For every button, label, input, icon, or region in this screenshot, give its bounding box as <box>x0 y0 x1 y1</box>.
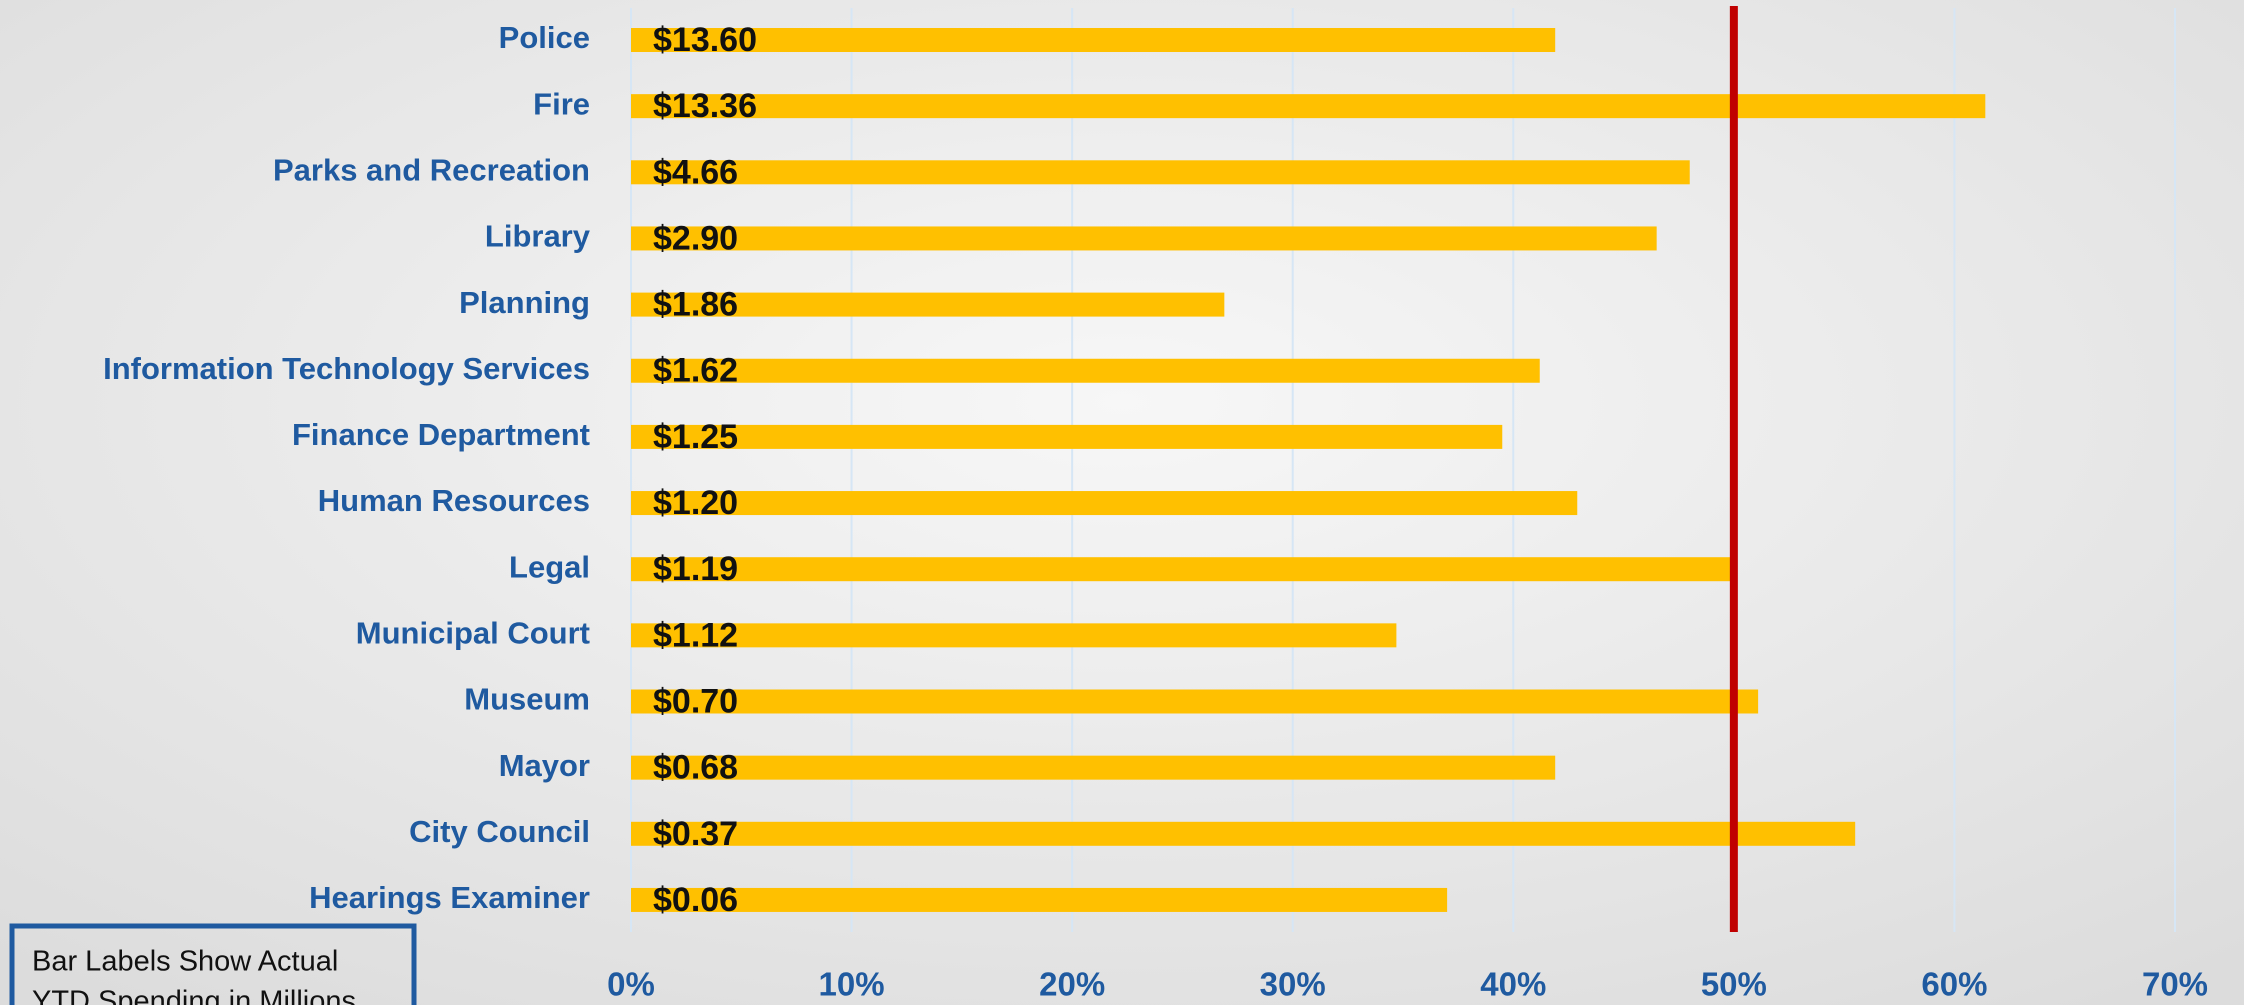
bar-label: $13.36 <box>653 87 757 125</box>
bar <box>631 226 1657 251</box>
annotation-box <box>9 923 417 1005</box>
bar-label: $13.60 <box>653 21 757 59</box>
x-tick-label: 40% <box>1480 966 1546 1003</box>
bar <box>631 689 1759 714</box>
category-label: Human Resources <box>318 483 590 518</box>
category-label: Parks and Recreation <box>273 152 590 187</box>
x-tick-label: 50% <box>1701 966 1767 1003</box>
bar-label: $0.70 <box>653 682 738 720</box>
bar-label: $4.66 <box>653 153 738 191</box>
x-tick-label: 10% <box>819 966 885 1003</box>
category-label: Mayor <box>499 748 590 783</box>
bar-label: $0.68 <box>653 749 738 787</box>
annotation-text: YTD Spending in Millions <box>32 986 356 1005</box>
bar <box>631 358 1540 383</box>
x-tick-label: 0% <box>607 966 655 1003</box>
bar <box>631 292 1225 317</box>
category-label: Planning <box>459 285 590 320</box>
bar <box>631 94 1986 119</box>
bar-label: $1.86 <box>653 286 738 324</box>
annotation-text: Bar Labels Show Actual <box>32 946 338 978</box>
category-label: Hearings Examiner <box>309 880 590 915</box>
bar-label: $0.06 <box>653 881 738 919</box>
category-label: Police <box>499 20 590 55</box>
category-label: Museum <box>464 682 590 717</box>
bar <box>631 623 1397 648</box>
x-tick-label: 70% <box>2142 966 2208 1003</box>
bar <box>631 28 1556 52</box>
bar <box>631 491 1578 516</box>
bar-label: $0.37 <box>653 815 738 853</box>
category-label: Information Technology Services <box>103 351 590 386</box>
bar-label: $1.12 <box>653 616 738 654</box>
bar <box>631 424 1503 449</box>
category-label: Library <box>485 219 591 254</box>
category-label: City Council <box>409 814 590 849</box>
x-tick-label: 20% <box>1039 966 1105 1003</box>
category-label: Fire <box>533 86 590 121</box>
bar <box>631 755 1556 780</box>
bar <box>631 887 1448 912</box>
category-label: Legal <box>509 549 590 584</box>
bar-label: $1.20 <box>653 484 738 522</box>
category-label: Finance Department <box>292 417 590 452</box>
bar-label: $2.90 <box>653 219 738 257</box>
bar <box>631 821 1856 846</box>
x-tick-label: 60% <box>1921 966 1987 1003</box>
bar <box>631 557 1732 582</box>
category-label: Municipal Court <box>356 616 590 651</box>
bar <box>631 160 1690 185</box>
x-tick-label: 30% <box>1260 966 1326 1003</box>
bar-label: $1.25 <box>653 418 738 456</box>
bar-label: $1.19 <box>653 550 738 588</box>
bar-label: $1.62 <box>653 352 738 390</box>
